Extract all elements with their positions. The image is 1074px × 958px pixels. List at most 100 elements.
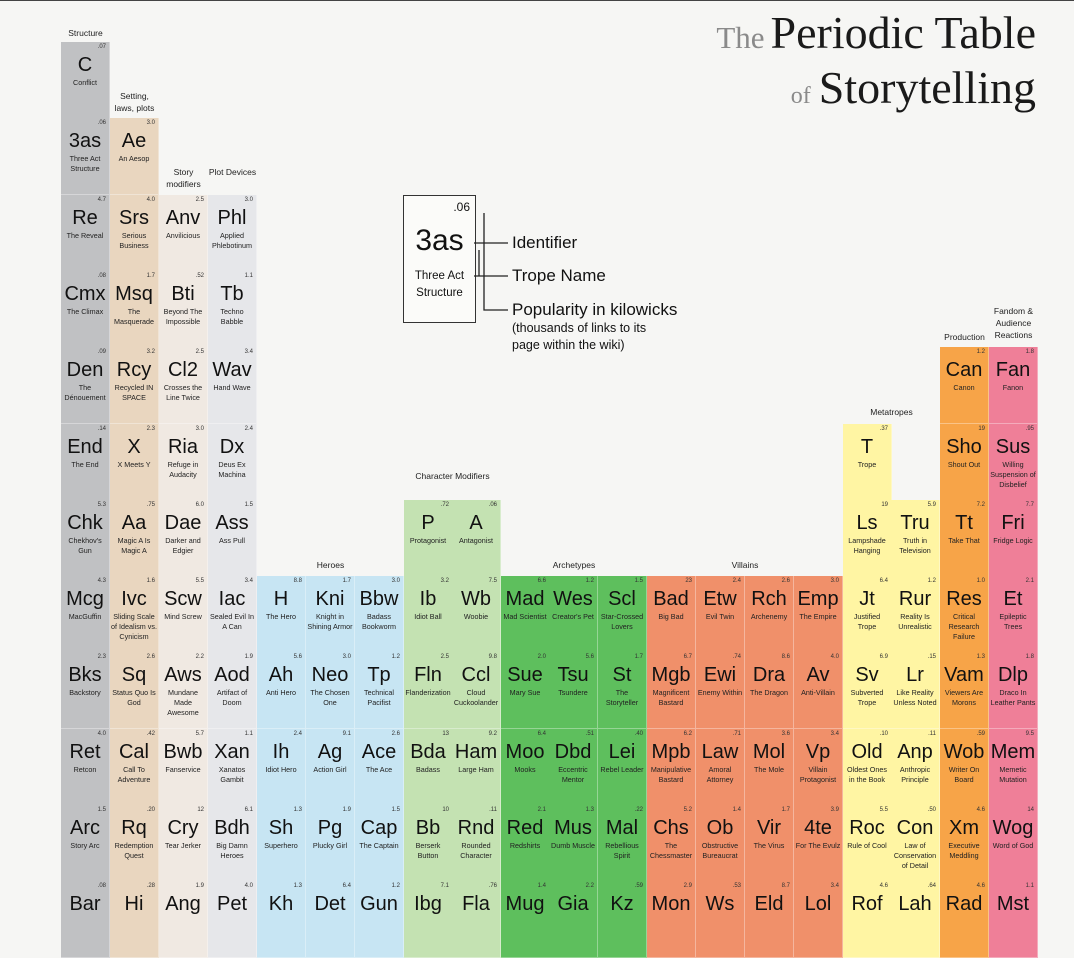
cell-popularity: .75 [146, 501, 155, 508]
cell-trope-name: Creator's Pet [552, 612, 594, 622]
cell-trope-name: Fanon [1002, 383, 1024, 393]
cell-popularity: 3.2 [146, 349, 155, 356]
cell-popularity: 1.2 [585, 578, 594, 585]
cell-popularity: .14 [97, 425, 106, 432]
cell-trope-name: Canon [953, 383, 975, 393]
cell-symbol: Rnd [457, 817, 495, 839]
cell-popularity: 1.2 [391, 883, 400, 890]
element-cell-ace: 2.6 Ace The Ace [355, 728, 404, 806]
cell-trope-name: Techno Babble [220, 306, 244, 326]
element-cell-lol: 3.4 Lol [794, 881, 843, 958]
cell-trope-name: Big Bad [658, 612, 684, 622]
cell-trope-name: Superhero [264, 841, 298, 850]
cell-popularity: 1.6 [146, 578, 155, 585]
cell-popularity: .42 [146, 730, 155, 737]
cell-popularity: 1.5 [97, 807, 106, 813]
cell-symbol: Pet [216, 893, 248, 916]
cell-popularity: 2.5 [440, 654, 449, 661]
cell-popularity: 1.4 [732, 807, 741, 813]
cell-trope-name: The End [71, 459, 99, 469]
cell-symbol: St [612, 664, 632, 687]
cell-symbol: Gun [360, 893, 398, 916]
element-cell-res: 1.0 Res Critical Research Failure [940, 576, 989, 654]
element-cell-wes: 1.2 Wes Creator's Pet [549, 576, 598, 654]
group-label-metatropes: Metatropes [870, 407, 913, 417]
cell-popularity: 2.1 [537, 807, 546, 813]
cell-symbol: Ah [268, 664, 294, 687]
element-cell-mcg: 4.3 Mcg MacGuffin [61, 576, 110, 654]
cell-symbol: Bbw [359, 588, 399, 611]
cell-popularity: 4.3 [97, 578, 106, 585]
element-cell-dae: 6.0 Dae Darker and Edgier [159, 499, 208, 577]
element-cell-wob: .59 Wob Writer On Board [940, 728, 989, 806]
cell-popularity: 1.2 [927, 578, 936, 585]
element-cell-bdh: 6.1 Bdh Big Damn Heroes [208, 805, 257, 882]
element-cell-chk: 5.3 Chk Chekhov's Gun [61, 499, 110, 577]
element-cell-sus: .95 Sus Willing Suspension of Disbelief [989, 423, 1038, 501]
cell-symbol: Ace [361, 740, 397, 763]
cell-popularity: 2.3 [97, 654, 106, 661]
cell-symbol: Mon [651, 893, 691, 916]
cell-trope-name: Dumb Muscle [551, 841, 595, 850]
cell-symbol: Cmx [64, 282, 106, 305]
cell-symbol: Mcg [66, 588, 104, 611]
cell-symbol: Vp [805, 740, 831, 763]
legend-name: Three Act Structure [414, 270, 465, 299]
cell-popularity: 2.9 [683, 883, 692, 890]
cell-trope-name: The Climax [66, 306, 104, 316]
element-cell-kni: 1.7 Kni Knight in Shining Armor [306, 576, 355, 654]
cell-popularity: .08 [97, 883, 106, 890]
cell-popularity: .10 [879, 730, 888, 737]
cell-symbol: Tp [367, 664, 391, 687]
cell-symbol: Fln [414, 664, 442, 687]
cell-popularity: .53 [732, 883, 741, 890]
cell-symbol: Sho [946, 435, 982, 458]
element-cell-det: 6.4 Det [306, 881, 355, 958]
cell-trope-name: Mundane Made Awesome [167, 688, 199, 718]
element-cell-cap: 1.5 Cap The Captain [355, 805, 404, 882]
cell-trope-name: Writer On Board [948, 764, 980, 784]
cell-popularity: 7.2 [976, 501, 985, 508]
cell-symbol: Ib [419, 588, 437, 611]
cell-trope-name: Obstructive Bureaucrat [701, 841, 739, 860]
element-cell-anp: .11 Anp Anthropic Principle [891, 728, 940, 806]
element-cell-mad: 6.6 Mad Mad Scientist [501, 576, 550, 654]
cell-trope-name: Sealed Evil In A Can [210, 612, 254, 632]
cell-symbol: Aa [121, 511, 147, 534]
cell-symbol: Mst [996, 893, 1030, 916]
element-cell-rnd: .11 Rnd Rounded Character [452, 805, 501, 882]
cell-trope-name: Fridge Logic [993, 535, 1033, 545]
legend-popularity-label: Popularity in kilowicks [512, 300, 678, 319]
element-cell-emp: 3.0 Emp The Empire [794, 576, 843, 654]
cell-popularity: .95 [1025, 425, 1034, 432]
top-border [0, 0, 1074, 1]
cell-symbol: Dae [164, 511, 202, 534]
cell-symbol: Ae [121, 130, 147, 153]
cell-trope-name: Truth in Television [899, 535, 931, 555]
cell-trope-name: Badass [416, 764, 440, 774]
cell-popularity: 2.1 [1025, 578, 1034, 585]
cell-popularity: 5.5 [879, 807, 888, 813]
element-cell-moo: 6.4 Moo Mooks [501, 728, 550, 806]
element-cell-vam: 1.3 Vam Viewers Are Morons [940, 652, 989, 730]
cell-trope-name: Magic A Is Magic A [117, 535, 151, 555]
element-cell-red: 2.1 Red Redshirts [501, 805, 550, 882]
element-cell-bda: 13 Bda Badass [404, 728, 453, 806]
element-cell-bks: 2.3 Bks Backstory [61, 652, 110, 730]
cell-symbol: Rof [851, 893, 883, 916]
cell-symbol: Wes [553, 588, 593, 611]
cell-trope-name: The Reveal [66, 230, 104, 240]
cell-symbol: Wog [992, 817, 1034, 839]
cell-symbol: Ls [856, 511, 878, 534]
element-cell-dbd: .51 Dbd Eccentric Mentor [549, 728, 598, 806]
cell-trope-name: Tsundere [558, 688, 588, 698]
element-cell-ibg: 7.1 Ibg [404, 881, 453, 958]
cell-symbol: Sus [995, 435, 1031, 458]
element-cell-dx: 2.4 Dx Deus Ex Machina [208, 423, 257, 501]
legend-pop: .06 [453, 200, 470, 214]
element-cell-sq: 2.6 Sq Status Quo Is God [110, 652, 159, 730]
element-cell-ret: 4.0 Ret Retcon [61, 728, 110, 806]
cell-popularity: 1.7 [634, 654, 643, 661]
cell-popularity: 3.4 [830, 730, 839, 737]
cell-symbol: Dx [219, 435, 245, 458]
